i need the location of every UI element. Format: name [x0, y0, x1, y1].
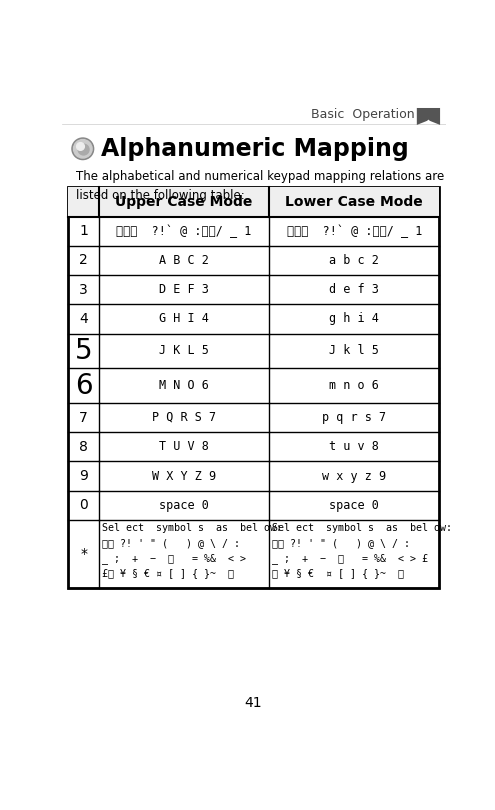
- Text: space 0: space 0: [159, 499, 209, 512]
- Text: Upper Case Mode: Upper Case Mode: [115, 195, 253, 209]
- Circle shape: [72, 138, 94, 160]
- Text: 1: 1: [79, 224, 88, 238]
- Polygon shape: [417, 108, 440, 125]
- Text: 6: 6: [75, 372, 93, 399]
- Text: M N O 6: M N O 6: [159, 379, 209, 392]
- Text: 8: 8: [79, 440, 88, 454]
- Text: T U V 8: T U V 8: [159, 441, 209, 454]
- Text: d e f 3: d e f 3: [329, 284, 379, 296]
- Text: 3: 3: [79, 283, 88, 296]
- Text: D E F 3: D E F 3: [159, 284, 209, 296]
- Text: 9: 9: [79, 469, 88, 483]
- Text: Sel ect  symbol s  as  bel ow:: Sel ect symbol s as bel ow:: [272, 523, 452, 533]
- Text: 5: 5: [75, 337, 93, 365]
- Text: t u v 8: t u v 8: [329, 441, 379, 454]
- Text: ?! ' " (   ) @ \ / :: ?! ' " ( ) @ \ / :: [272, 538, 410, 548]
- Text: Sel ect  symbol s  as  bel ow:: Sel ect symbol s as bel ow:: [102, 523, 282, 533]
- Text: P Q R S 7: P Q R S 7: [152, 411, 216, 424]
- Text: ?!` @ :　　/ _ 1: ?!` @ : / _ 1: [116, 224, 252, 238]
- Text: *: *: [80, 547, 87, 561]
- Text: The alphabetical and numerical keypad mapping relations are
listed on the follow: The alphabetical and numerical keypad ma…: [76, 170, 444, 202]
- Text: m n o 6: m n o 6: [329, 379, 379, 392]
- Text: 7: 7: [79, 411, 88, 424]
- Text: p q r s 7: p q r s 7: [322, 411, 386, 424]
- Text: Basic  Operation: Basic Operation: [311, 108, 414, 121]
- Bar: [68, 187, 439, 588]
- Text: ?! ' " (   ) @ \ / :: ?! ' " ( ) @ \ / :: [102, 538, 240, 548]
- Text: _ ;  +  −  　   = %&  < > £: _ ; + − = %& < > £: [272, 553, 428, 564]
- Circle shape: [73, 139, 92, 158]
- Text: space 0: space 0: [329, 499, 379, 512]
- Text: a b c 2: a b c 2: [329, 254, 379, 267]
- Text: 0: 0: [79, 498, 88, 512]
- Polygon shape: [425, 120, 432, 124]
- Text: 41: 41: [245, 696, 262, 710]
- Text: _ ;  +  −  　   = %&  < >: _ ; + − = %& < >: [102, 553, 246, 564]
- Text: 2: 2: [79, 254, 88, 267]
- Text: ?!` @ :　　/ _ 1: ?!` @ : / _ 1: [287, 224, 422, 238]
- Text: J K L 5: J K L 5: [159, 344, 209, 357]
- Text: Lower Case Mode: Lower Case Mode: [286, 195, 423, 209]
- Text: ¥ § €  ¤ [ ] { }~: ¥ § € ¤ [ ] { }~: [272, 568, 404, 578]
- Text: G H I 4: G H I 4: [159, 313, 209, 326]
- Text: J k l 5: J k l 5: [329, 344, 379, 357]
- Text: g h i 4: g h i 4: [329, 313, 379, 326]
- Text: A B C 2: A B C 2: [159, 254, 209, 267]
- Bar: [68, 187, 439, 216]
- Text: Alphanumeric Mapping: Alphanumeric Mapping: [100, 137, 408, 161]
- Text: 4: 4: [79, 312, 88, 326]
- Text: w x y z 9: w x y z 9: [322, 470, 386, 483]
- Circle shape: [78, 144, 89, 155]
- Circle shape: [77, 143, 84, 151]
- Text: £　 ¥ § € ¤ [ ] { }~: £ ¥ § € ¤ [ ] { }~: [102, 568, 234, 578]
- Text: W X Y Z 9: W X Y Z 9: [152, 470, 216, 483]
